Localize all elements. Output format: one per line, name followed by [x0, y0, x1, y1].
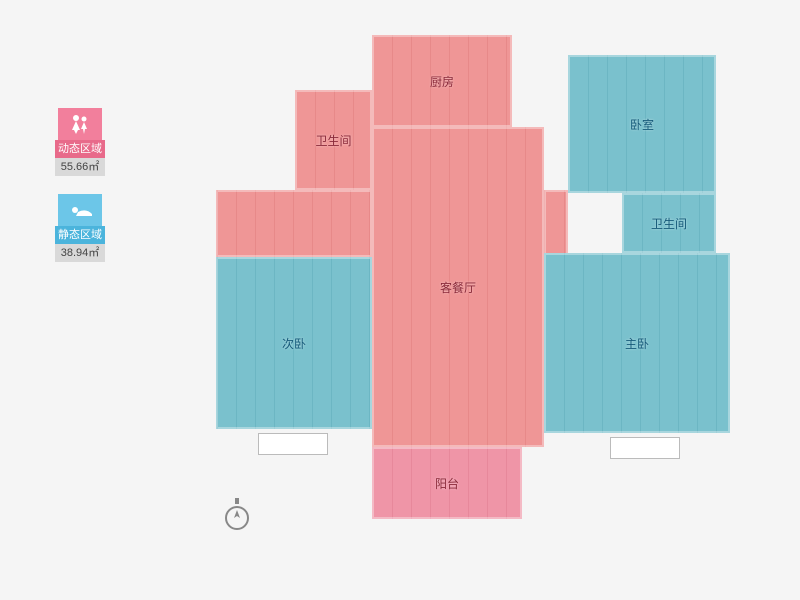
window-0 — [258, 433, 328, 455]
room-label-kitchen: 厨房 — [430, 73, 454, 90]
room-label-living: 客餐厅 — [440, 279, 476, 296]
room-kitchen: 厨房 — [372, 35, 512, 127]
people-icon — [58, 108, 102, 140]
room-living: 客餐厅 — [372, 127, 544, 447]
legend-dynamic-label: 动态区域 — [55, 140, 105, 158]
zone-legend: 动态区域 55.66㎡ 静态区域 38.94㎡ — [55, 108, 105, 280]
room-label-bath2: 卫生间 — [651, 215, 687, 232]
legend-static: 静态区域 38.94㎡ — [55, 194, 105, 262]
room-label-balcony: 阳台 — [435, 475, 459, 492]
room-living_ext — [216, 190, 372, 257]
room-bath2: 卫生间 — [622, 193, 716, 253]
window-1 — [610, 437, 680, 459]
room-bath1: 卫生间 — [295, 90, 372, 190]
compass-icon — [222, 500, 252, 530]
room-bedroom1: 卧室 — [568, 55, 716, 193]
room-master: 主卧 — [544, 253, 730, 433]
room-living_ext2 — [544, 190, 568, 257]
room-label-second_bed: 次卧 — [282, 335, 306, 352]
legend-dynamic-value: 55.66㎡ — [55, 158, 105, 176]
floorplan: 厨房卫生间客餐厅阳台 卧室卫生间主卧 次卧 — [200, 35, 730, 565]
room-balcony: 阳台 — [372, 447, 522, 519]
room-label-bath1: 卫生间 — [315, 132, 351, 149]
room-label-master: 主卧 — [625, 335, 649, 352]
room-label-bedroom1: 卧室 — [630, 116, 654, 133]
legend-static-value: 38.94㎡ — [55, 244, 105, 262]
room-second_bed: 次卧 — [216, 257, 372, 429]
sleep-icon — [58, 194, 102, 226]
legend-static-label: 静态区域 — [55, 226, 105, 244]
legend-dynamic: 动态区域 55.66㎡ — [55, 108, 105, 176]
